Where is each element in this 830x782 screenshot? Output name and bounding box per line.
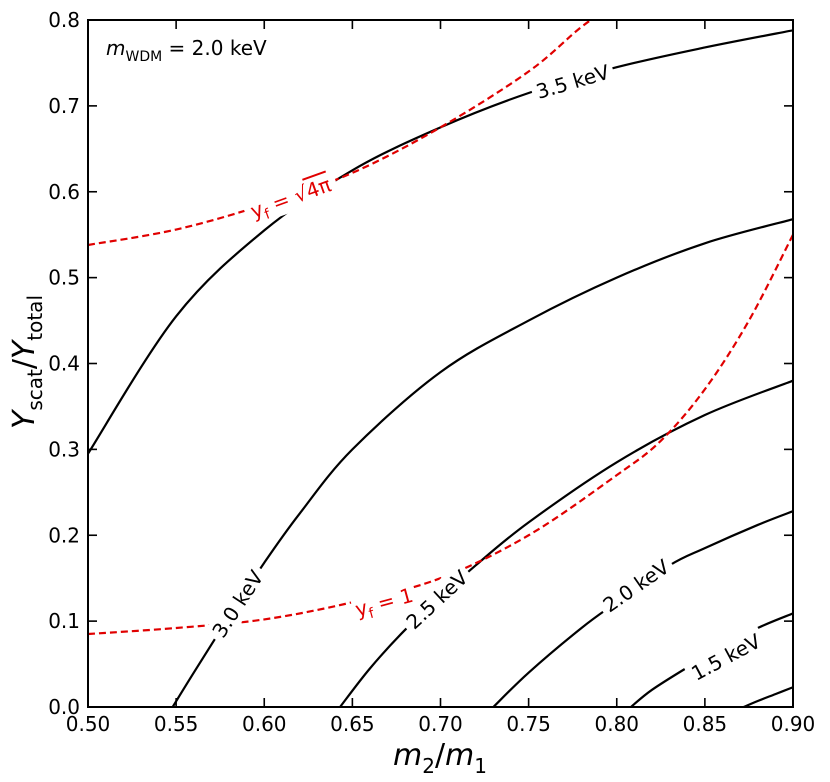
contour-label-group-2-0-kev: 2.0 keV <box>594 551 678 621</box>
label-mask <box>528 57 617 107</box>
series-line-3-5-kev <box>88 29 793 455</box>
y-tick-label: 0.8 <box>48 8 80 32</box>
label-mask <box>240 166 341 228</box>
x-tick-label: 0.70 <box>418 712 463 736</box>
y-tick-label: 0.7 <box>48 94 80 118</box>
y-tick-label: 0.4 <box>48 352 80 376</box>
contour-label-3-0-kev: 3.0 keV <box>207 566 268 642</box>
y-tick-label: 0.3 <box>48 437 80 461</box>
label-mask <box>203 561 272 647</box>
series-line-2-5-kev <box>339 379 793 707</box>
contour-label-group-1-5-kev: 1.5 keV <box>682 625 770 689</box>
axis-ticks: 0.50 0.55 0.60 0.65 0.70 0.75 0.80 0.85 0.90 0.0 0… <box>48 8 815 736</box>
y-tick-label: 0.6 <box>48 180 80 204</box>
label-mask <box>682 625 770 689</box>
label-mask <box>397 561 477 638</box>
series-line-y-f-sqrt-4pi <box>88 20 593 247</box>
label-mask <box>349 578 419 625</box>
contour-label-group-3-0-kev: 3.0 keV <box>203 561 272 647</box>
x-axis-label: m2/m1 <box>393 738 487 778</box>
contour-label-2-0-kev: 2.0 keV <box>598 554 674 617</box>
y-tick-label: 0.2 <box>48 523 80 547</box>
x-tick-label: 0.60 <box>242 712 287 736</box>
series-line-3-0-kev <box>171 218 793 707</box>
label-mask <box>594 551 678 621</box>
red-label-group-y-f-sqrt-4pi: yf = √4π <box>240 166 341 228</box>
x-tick-label: 0.85 <box>683 712 728 736</box>
series-line-1-0-kev <box>743 686 793 707</box>
x-tick-label: 0.80 <box>594 712 639 736</box>
y-tick-label: 0.5 <box>48 266 80 290</box>
series-line-2-0-kev <box>492 510 793 707</box>
x-tick-label: 0.65 <box>330 712 375 736</box>
y-axis-label: Yscat/Ytotal <box>7 295 47 429</box>
wdm-annotation: mWDM = 2.0 keV <box>106 36 267 65</box>
y-tick-label: 0.1 <box>48 609 80 633</box>
x-tick-label: 0.55 <box>154 712 199 736</box>
x-tick-label: 0.90 <box>771 712 816 736</box>
y-tick-label: 0.0 <box>48 695 80 719</box>
x-tick-label: 0.50 <box>66 712 111 736</box>
x-tick-label: 0.75 <box>506 712 551 736</box>
contour-label-3-5-kev: 3.5 keV <box>533 60 612 104</box>
contour-label-group-3-5-kev: 3.5 keV <box>528 57 617 107</box>
